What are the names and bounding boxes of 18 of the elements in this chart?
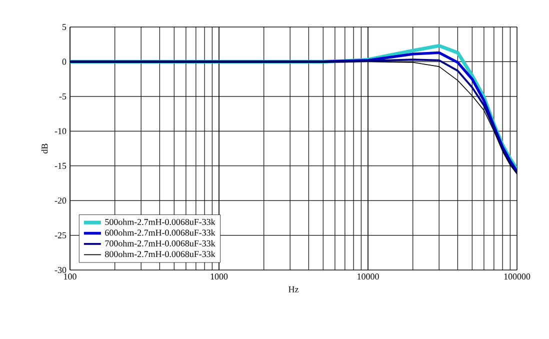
- y-axis-title: dB: [41, 144, 48, 154]
- x-tick-label: 1000: [210, 274, 228, 280]
- y-tick-label: -15: [54, 162, 66, 169]
- y-tick-label: -5: [59, 93, 66, 100]
- x-tick-label: 10000: [358, 274, 379, 280]
- y-tick-label: -20: [54, 198, 66, 204]
- x-tick-label: 100: [64, 274, 76, 280]
- y-tick-label: -25: [54, 232, 66, 238]
- y-tick-label: -10: [54, 128, 66, 134]
- legend-label: 500ohm-2.7mH-0.0068uF-33k: [105, 218, 216, 226]
- legend-label: 600ohm-2.7mH-0.0068uF-33k: [105, 229, 216, 236]
- x-tick-label: 100000: [504, 274, 530, 280]
- y-tick-label: 5: [62, 24, 66, 30]
- legend-label: 700ohm-2.7mH-0.0068uF-33k: [105, 240, 216, 246]
- y-tick-label: 0: [62, 58, 66, 65]
- y-tick-label: -30: [54, 266, 66, 274]
- legend-label: 800ohm-2.7mH-0.0068uF-33k: [105, 250, 216, 258]
- x-axis-title: Hz: [288, 286, 298, 292]
